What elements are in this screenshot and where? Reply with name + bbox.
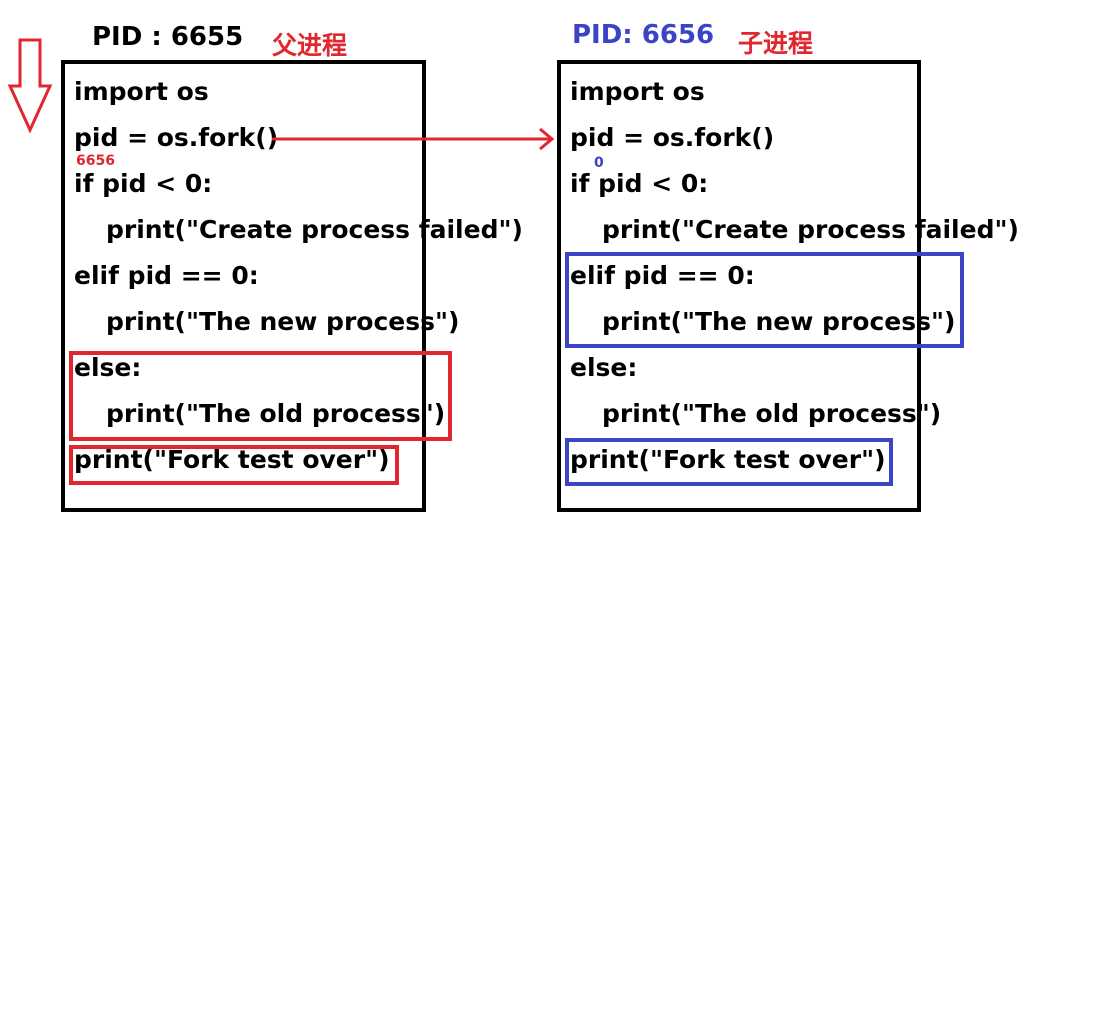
child-role-label: 子进程 bbox=[738, 29, 814, 58]
parent-role-label: 父进程 bbox=[272, 31, 348, 60]
child-code-line-9: print("Fork test over") bbox=[570, 445, 886, 474]
child-pid-label: PID: 6656 bbox=[572, 20, 715, 50]
fork-arrow-head-icon bbox=[539, 127, 555, 151]
parent-code-line-4: print("Create process failed") bbox=[106, 215, 523, 244]
child-fork-over-highlight bbox=[565, 438, 893, 486]
parent-code-line-3: if pid < 0: bbox=[74, 169, 213, 198]
child-code-line-3: if pid < 0: bbox=[570, 169, 709, 198]
parent-fork-over-highlight bbox=[69, 445, 399, 485]
parent-code-line-8: print("The old process") bbox=[106, 399, 446, 428]
parent-code-line-5: elif pid == 0: bbox=[74, 261, 259, 290]
parent-code-line-7: else: bbox=[74, 353, 142, 382]
child-code-line-8: print("The old process") bbox=[602, 399, 942, 428]
parent-code-line-2: pid = os.fork() bbox=[74, 123, 279, 152]
execution-flow-down-arrow-icon bbox=[7, 38, 53, 134]
child-code-line-2: pid = os.fork() bbox=[570, 123, 775, 152]
child-code-line-5: elif pid == 0: bbox=[570, 261, 755, 290]
parent-code-line-1: import os bbox=[74, 77, 209, 106]
child-fork-return-value: 0 bbox=[594, 155, 604, 171]
child-code-line-4: print("Create process failed") bbox=[602, 215, 1019, 244]
parent-pid-label: PID : 6655 bbox=[92, 22, 244, 52]
child-elif-branch-highlight bbox=[565, 252, 964, 348]
child-code-line-6: print("The new process") bbox=[602, 307, 956, 336]
parent-code-line-9: print("Fork test over") bbox=[74, 445, 390, 474]
parent-else-branch-highlight bbox=[69, 351, 452, 441]
child-code-line-1: import os bbox=[570, 77, 705, 106]
child-code-line-7: else: bbox=[570, 353, 638, 382]
parent-fork-return-value: 6656 bbox=[76, 153, 115, 169]
child-code-box bbox=[557, 60, 921, 512]
parent-code-line-6: print("The new process") bbox=[106, 307, 460, 336]
parent-code-box bbox=[61, 60, 426, 512]
